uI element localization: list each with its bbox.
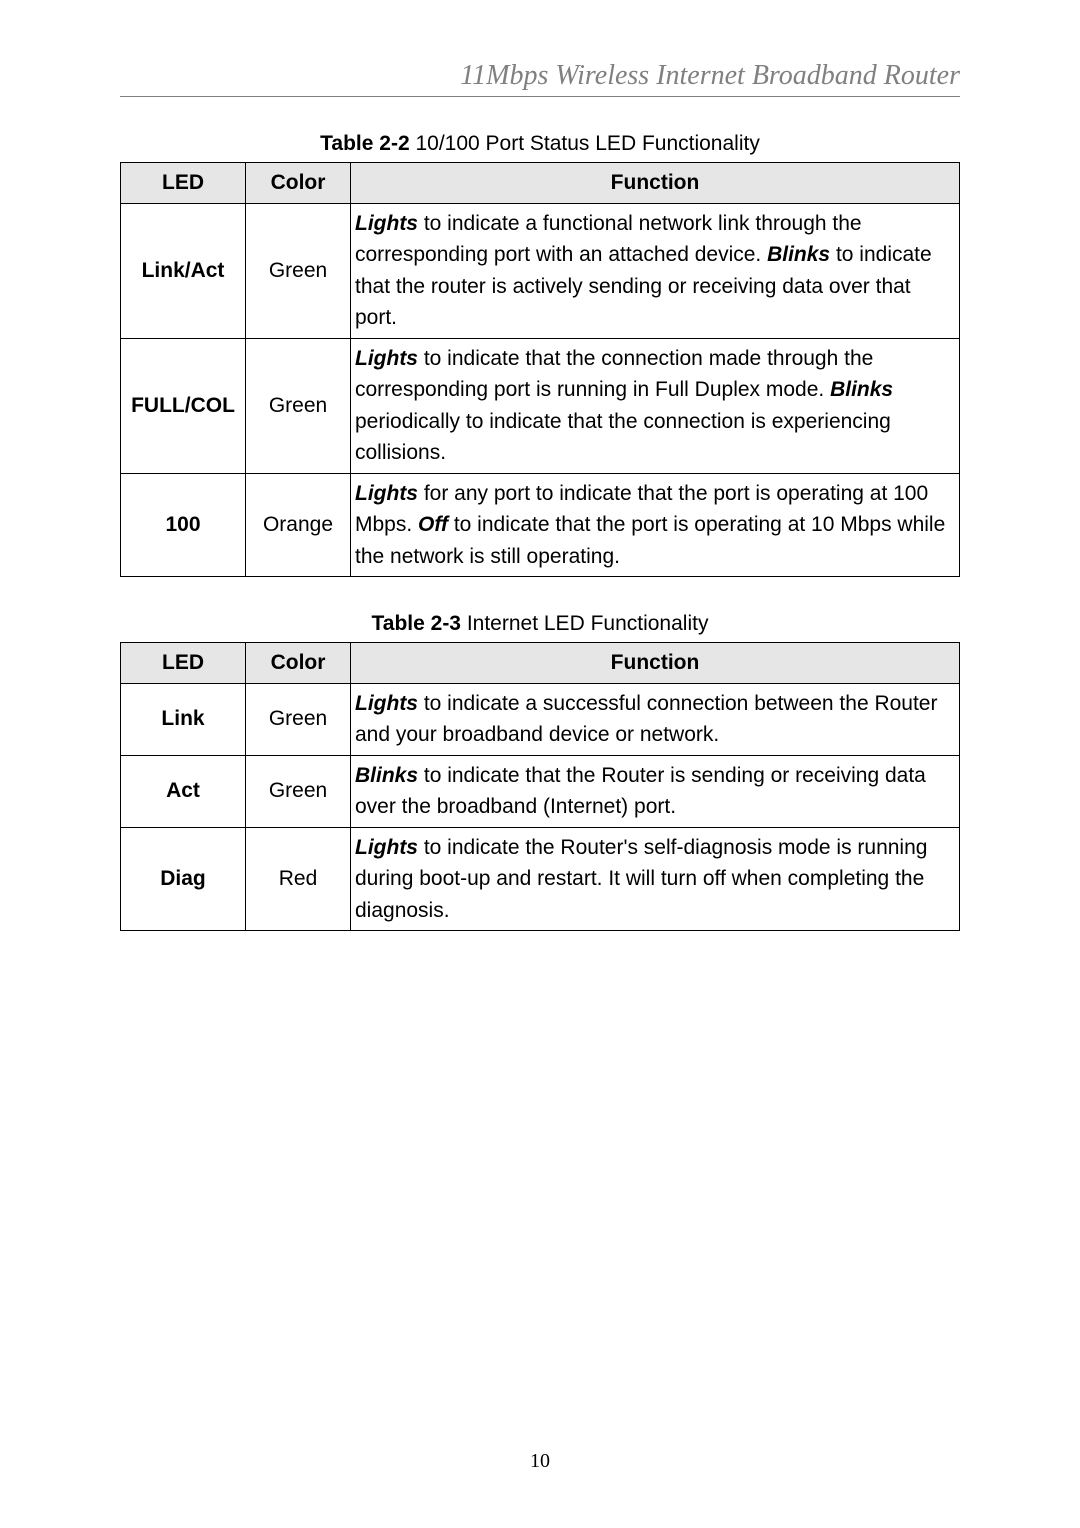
table2-caption: Table 2-3 Internet LED Functionality	[120, 612, 960, 636]
table1-caption: Table 2-2 10/100 Port Status LED Functio…	[120, 132, 960, 156]
table1-col-led: LED	[121, 163, 246, 204]
color-cell: Red	[246, 827, 351, 931]
table-row: DiagRedLights to indicate the Router's s…	[121, 827, 960, 931]
function-text: to indicate that the connection made thr…	[355, 347, 873, 402]
table2: LED Color Function LinkGreenLights to in…	[120, 642, 960, 931]
function-text: periodically to indicate that the connec…	[355, 410, 891, 465]
table2-col-color: Color	[246, 643, 351, 684]
table-row: Link/ActGreenLights to indicate a functi…	[121, 203, 960, 338]
function-emphasis: Lights	[355, 836, 418, 859]
table-row: FULL/COLGreenLights to indicate that the…	[121, 338, 960, 473]
function-emphasis: Blinks	[355, 764, 418, 787]
table1-caption-bold: Table 2-2	[320, 132, 409, 155]
table1-col-function: Function	[351, 163, 960, 204]
table-row: 100OrangeLights for any port to indicate…	[121, 473, 960, 577]
table2-caption-rest: Internet LED Functionality	[461, 612, 708, 635]
led-cell: Link/Act	[121, 203, 246, 338]
function-cell: Lights for any port to indicate that the…	[351, 473, 960, 577]
function-text: to indicate that the Router is sending o…	[355, 764, 926, 819]
function-emphasis: Lights	[355, 212, 418, 235]
page-number: 10	[0, 1450, 1080, 1473]
led-cell: 100	[121, 473, 246, 577]
function-cell: Lights to indicate a functional network …	[351, 203, 960, 338]
function-cell: Lights to indicate that the connection m…	[351, 338, 960, 473]
led-cell: Act	[121, 755, 246, 827]
function-text: to indicate a successful connection betw…	[355, 692, 937, 747]
function-cell: Lights to indicate a successful connecti…	[351, 683, 960, 755]
function-cell: Lights to indicate the Router's self-dia…	[351, 827, 960, 931]
function-emphasis: Off	[418, 513, 448, 536]
led-cell: FULL/COL	[121, 338, 246, 473]
color-cell: Green	[246, 338, 351, 473]
color-cell: Green	[246, 755, 351, 827]
function-emphasis: Lights	[355, 347, 418, 370]
function-cell: Blinks to indicate that the Router is se…	[351, 755, 960, 827]
function-emphasis: Blinks	[767, 243, 830, 266]
table2-header-row: LED Color Function	[121, 643, 960, 684]
table1-col-color: Color	[246, 163, 351, 204]
color-cell: Green	[246, 203, 351, 338]
table1-caption-rest: 10/100 Port Status LED Functionality	[410, 132, 760, 155]
function-emphasis: Lights	[355, 482, 418, 505]
table-row: LinkGreenLights to indicate a successful…	[121, 683, 960, 755]
table2-caption-bold: Table 2-3	[372, 612, 461, 635]
function-emphasis: Lights	[355, 692, 418, 715]
led-cell: Diag	[121, 827, 246, 931]
function-text: to indicate the Router's self-diagnosis …	[355, 836, 927, 922]
led-cell: Link	[121, 683, 246, 755]
page-header: 11Mbps Wireless Internet Broadband Route…	[120, 60, 960, 97]
table2-col-function: Function	[351, 643, 960, 684]
table1-header-row: LED Color Function	[121, 163, 960, 204]
color-cell: Orange	[246, 473, 351, 577]
table1: LED Color Function Link/ActGreenLights t…	[120, 162, 960, 577]
function-emphasis: Blinks	[830, 378, 893, 401]
table2-col-led: LED	[121, 643, 246, 684]
color-cell: Green	[246, 683, 351, 755]
table-row: ActGreenBlinks to indicate that the Rout…	[121, 755, 960, 827]
